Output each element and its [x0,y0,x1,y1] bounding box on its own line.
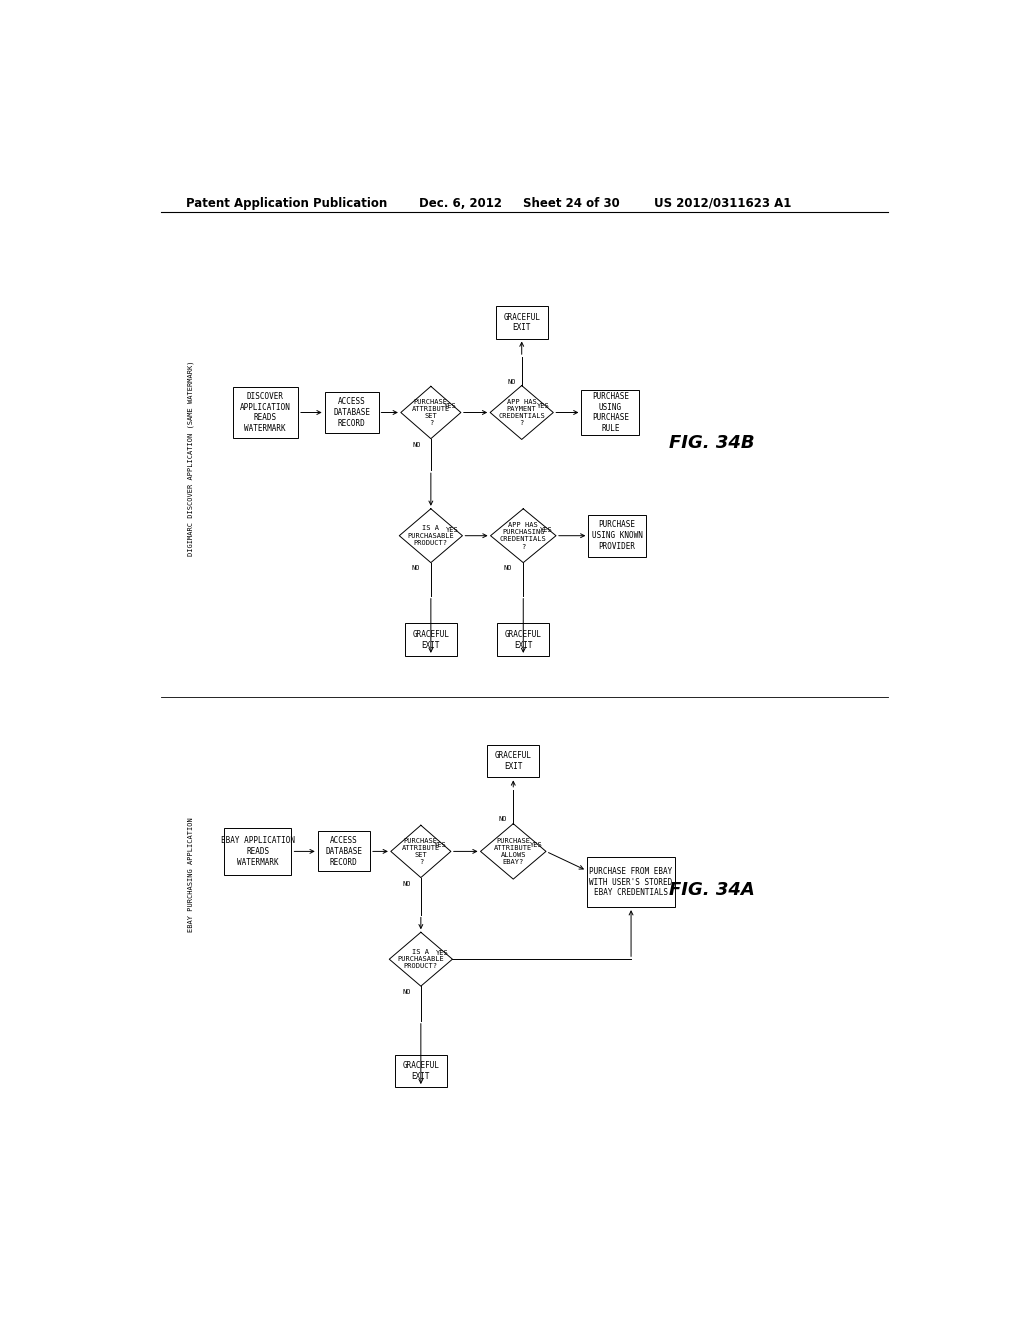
Text: YES: YES [530,842,543,849]
Text: NO: NO [413,442,421,447]
Text: PURCHASE
USING KNOWN
PROVIDER: PURCHASE USING KNOWN PROVIDER [592,520,643,550]
Bar [582,391,639,434]
Text: EBAY PURCHASING APPLICATION: EBAY PURCHASING APPLICATION [187,817,194,932]
Text: NO: NO [402,880,412,887]
Text: DIGIMARC DISCOVER APPLICATION (SAME WATERMARK): DIGIMARC DISCOVER APPLICATION (SAME WATE… [187,360,194,557]
Text: IS A
PURCHASABLE
PRODUCT?: IS A PURCHASABLE PRODUCT? [397,949,444,969]
Text: YES: YES [443,404,457,409]
Text: NO: NO [402,989,412,994]
Text: YES: YES [436,950,449,956]
Bar [223,829,292,875]
Text: APP HAS
PAYMENT
CREDENTIALS
?: APP HAS PAYMENT CREDENTIALS ? [499,399,545,426]
Bar [394,1055,447,1088]
Bar [589,515,646,557]
Bar [496,306,548,339]
Text: YES: YES [446,527,459,532]
Text: GRACEFUL
EXIT: GRACEFUL EXIT [503,313,541,333]
Text: GRACEFUL
EXIT: GRACEFUL EXIT [505,630,542,649]
Bar [497,623,550,656]
Text: APP HAS
PURCHASING
CREDENTIALS
?: APP HAS PURCHASING CREDENTIALS ? [500,521,547,549]
Text: YES: YES [434,842,446,849]
Text: Sheet 24 of 30: Sheet 24 of 30 [523,197,620,210]
Bar [232,388,298,437]
Text: DISCOVER
APPLICATION
READS
WATERMARK: DISCOVER APPLICATION READS WATERMARK [240,392,291,433]
Text: PURCHASE
ATTRIBUTE
ALLOWS
EBAY?: PURCHASE ATTRIBUTE ALLOWS EBAY? [495,837,532,866]
Text: GRACEFUL
EXIT: GRACEFUL EXIT [413,630,450,649]
Bar [487,744,540,777]
Text: YES: YES [537,404,550,409]
Text: IS A
PURCHASABLE
PRODUCT?: IS A PURCHASABLE PRODUCT? [408,525,455,546]
Text: Dec. 6, 2012: Dec. 6, 2012 [419,197,503,210]
Text: PURCHASE
ATTRIBUTE
SET
?: PURCHASE ATTRIBUTE SET ? [401,837,440,866]
Text: GRACEFUL
EXIT: GRACEFUL EXIT [495,751,531,771]
Text: Patent Application Publication: Patent Application Publication [186,197,387,210]
Text: ACCESS
DATABASE
RECORD: ACCESS DATABASE RECORD [333,397,370,428]
Bar [317,832,370,871]
Text: FIG. 34B: FIG. 34B [669,434,755,453]
Text: PURCHASE
USING
PURCHASE
RULE: PURCHASE USING PURCHASE RULE [592,392,629,433]
Text: NO: NO [507,379,515,384]
Text: NO: NO [412,565,420,572]
Bar [325,392,379,433]
Text: ACCESS
DATABASE
RECORD: ACCESS DATABASE RECORD [326,836,362,867]
Text: GRACEFUL
EXIT: GRACEFUL EXIT [402,1061,439,1081]
Bar [404,623,457,656]
Text: PURCHASE FROM EBAY
WITH USER'S STORED
EBAY CREDENTIALS: PURCHASE FROM EBAY WITH USER'S STORED EB… [590,867,673,898]
Bar [587,857,676,907]
Text: YES: YES [540,527,553,532]
Text: PURCHASE
ATTRIBUTE
SET
?: PURCHASE ATTRIBUTE SET ? [412,399,450,426]
Text: NO: NO [499,816,507,822]
Text: NO: NO [504,565,512,572]
Text: US 2012/0311623 A1: US 2012/0311623 A1 [654,197,792,210]
Text: FIG. 34A: FIG. 34A [669,880,755,899]
Text: EBAY APPLICATION
READS
WATERMARK: EBAY APPLICATION READS WATERMARK [220,836,295,867]
